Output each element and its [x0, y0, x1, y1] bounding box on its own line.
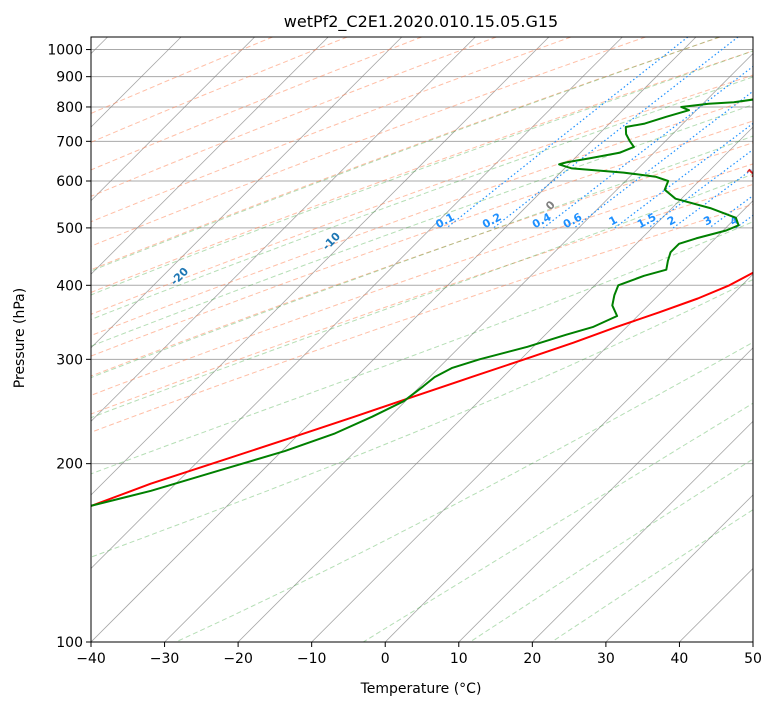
dry-adiabat-line — [91, 37, 721, 271]
moist-adiabat-line — [363, 402, 753, 642]
x-tick-label: 30 — [597, 651, 615, 667]
y-tick-label: 400 — [56, 278, 83, 294]
y-tick-label: 100 — [56, 635, 83, 651]
dry-adiabat-line — [91, 74, 753, 315]
mixing-ratio-label: 6 — [767, 213, 775, 228]
moist-adiabat-label: 10 — [744, 160, 764, 180]
y-tick-label: 900 — [56, 70, 83, 86]
mixing-ratio-label: 2 — [665, 213, 678, 228]
y-axis-title: Pressure (hPa) — [12, 288, 28, 388]
x-tick-label: 0 — [381, 651, 390, 667]
dry-adiabat-line — [91, 37, 348, 143]
x-tick-label: 40 — [671, 651, 689, 667]
isotherm-line — [532, 420, 753, 642]
isotherm-line — [605, 494, 753, 642]
moist-adiabat-line — [91, 76, 753, 321]
dry-adiabat-line — [91, 97, 753, 337]
y-tick-label: 200 — [56, 457, 83, 473]
dry-adiabat-line — [91, 50, 753, 293]
moist-adiabat-line — [551, 509, 753, 642]
isotherm-line — [384, 273, 753, 642]
moist-adiabat-line — [91, 278, 753, 558]
dry-adiabat-line — [91, 37, 497, 197]
mixing-ratio-line — [573, 90, 753, 229]
y-tick-label: 500 — [56, 221, 83, 237]
x-tick-label: −20 — [223, 651, 253, 667]
moist-adiabat-line — [91, 173, 753, 419]
isotherm-line — [458, 347, 753, 642]
isotherm-line — [91, 37, 697, 642]
moist-adiabat-line — [91, 221, 753, 475]
y-tick-label: 600 — [56, 174, 83, 190]
dry-adiabat-line — [91, 203, 753, 433]
dry-adiabat-line — [91, 163, 753, 396]
isotherm-line — [91, 37, 403, 349]
y-tick-label: 800 — [56, 100, 83, 116]
mixing-ratio-line — [614, 122, 753, 229]
y-tick-label: 300 — [56, 352, 83, 368]
dry-adiabat-line — [91, 37, 273, 114]
isotherm-line — [679, 567, 753, 642]
x-axis-title: Temperature (°C) — [360, 681, 482, 697]
x-tick-label: 10 — [450, 651, 468, 667]
mixing-ratio-line — [672, 167, 753, 229]
mixing-ratio-line — [493, 37, 739, 229]
isotherm-line — [91, 37, 255, 202]
x-tick-label: −30 — [150, 651, 180, 667]
x-tick-label: −10 — [297, 651, 327, 667]
y-tick-label: 700 — [56, 134, 83, 150]
dry-adiabat-line — [91, 120, 753, 357]
isotherm-line — [91, 37, 476, 422]
plot-frame — [90, 36, 754, 643]
isotherm-line — [91, 37, 550, 496]
isotherm-line — [752, 641, 753, 642]
plot-area: 0.10.20.40.611.52346810131620253036-100-… — [91, 37, 775, 642]
dry-adiabat-line — [91, 183, 753, 415]
isotherm-line — [311, 200, 753, 642]
moist-adiabat-line — [91, 50, 753, 296]
axes: −40 −30 −20 −10 0 10 20 30 40 50 1000 900 800 700 600 5… — [47, 43, 762, 667]
dry-adiabat-line — [91, 37, 572, 223]
moist-adiabat-line — [91, 135, 753, 379]
dry-adiabat-label: -10 — [320, 229, 343, 252]
isotherm-line — [91, 37, 623, 569]
x-tick-label: −40 — [76, 651, 106, 667]
mixing-ratio-line — [543, 65, 753, 229]
dry-adiabat-label: -20 — [168, 265, 191, 288]
dewpoint-profile — [91, 98, 753, 507]
mixing-ratio-label: 1 — [607, 213, 620, 228]
dry-adiabat-line — [91, 37, 422, 171]
x-tick-label: 50 — [744, 651, 762, 667]
isotherm-line — [237, 126, 753, 642]
x-tick-label: 20 — [523, 651, 541, 667]
temperature-profile — [91, 271, 753, 508]
isotherm-line — [91, 37, 329, 275]
moist-adiabat-line — [91, 104, 753, 347]
dry-adiabat-line — [91, 142, 753, 377]
isotherm-line — [164, 53, 753, 642]
chart-title: wetPf2_C2E1.2020.010.15.05.G15 — [284, 12, 558, 32]
y-tick-label: 1000 — [47, 43, 83, 59]
mixing-ratio-line — [735, 214, 753, 229]
